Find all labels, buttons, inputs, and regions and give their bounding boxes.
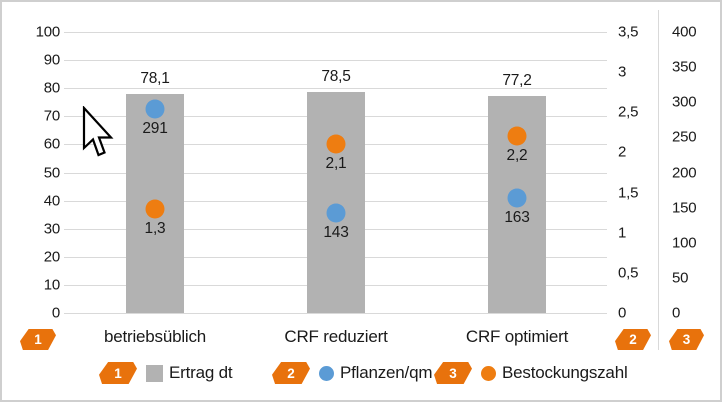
tick-label-left: 20 xyxy=(43,248,60,266)
legend-item: 2 Pflanzen/qm xyxy=(272,361,432,385)
legend-marker-square xyxy=(146,364,163,382)
tick-label-left: 90 xyxy=(43,51,60,69)
data-point-label: 1,3 xyxy=(144,219,166,237)
bar-ertrag xyxy=(307,92,365,313)
tick-label-right1: 1,5 xyxy=(618,184,639,202)
tick-label-left: 40 xyxy=(43,192,60,210)
tick-label-left: 70 xyxy=(43,107,60,125)
tick-label-left: 100 xyxy=(35,23,61,41)
axis-separator-line xyxy=(658,10,659,350)
tick-label-right1: 3 xyxy=(618,63,627,81)
tick-label-right2: 50 xyxy=(672,269,689,287)
tick-label-right1: 1 xyxy=(618,224,627,242)
data-point-label: 291 xyxy=(142,119,168,137)
bar-value-label: 78,1 xyxy=(140,69,170,87)
tick-label-right1: 2 xyxy=(618,143,627,161)
bar-value-label: 78,5 xyxy=(321,68,351,86)
gridline xyxy=(64,32,607,33)
tick-label-right2: 350 xyxy=(672,58,697,76)
tick-label-right1: 2,5 xyxy=(618,103,639,121)
data-point-label: 163 xyxy=(504,209,530,227)
legend-marker-circle xyxy=(319,365,334,381)
legend-badge-wrap: 1 xyxy=(99,362,137,384)
axis-badge-3: 3 xyxy=(669,329,704,350)
legend-badge-1: 1 xyxy=(99,362,137,384)
tick-label-right1: 0,5 xyxy=(618,264,639,282)
axis-badge-1: 1 xyxy=(20,329,56,350)
tick-label-left: 60 xyxy=(43,135,60,153)
tick-label-left: 80 xyxy=(43,79,60,97)
tick-label-right1: 3,5 xyxy=(618,23,639,41)
tick-label-right2: 150 xyxy=(672,199,697,217)
bar-value-label: 77,2 xyxy=(502,72,532,90)
data-point-label: 2,2 xyxy=(506,147,528,165)
tick-label-left: 30 xyxy=(43,220,60,238)
legend-item: 1 Ertrag dt xyxy=(99,361,233,385)
mouse-pointer-icon xyxy=(82,106,114,157)
data-point-pflanzen xyxy=(145,99,165,119)
legend-item: 3 Bestockungszahl xyxy=(434,361,628,385)
category-label: CRF optimiert xyxy=(465,327,569,346)
legend-badge-2: 2 xyxy=(272,362,310,384)
tick-label-left: 0 xyxy=(51,304,60,322)
tick-label-right2: 400 xyxy=(672,23,697,41)
data-point-label: 2,1 xyxy=(325,155,347,173)
legend-marker-circle xyxy=(481,365,496,381)
category-label: CRF reduziert xyxy=(284,327,388,346)
tick-label-right2: 300 xyxy=(672,93,697,111)
legend-label: Bestockungszahl xyxy=(502,363,628,382)
tick-label-right1: 0 xyxy=(618,304,627,322)
axis-badge-2: 2 xyxy=(615,329,651,350)
category-label: betriebsüblich xyxy=(103,327,207,346)
data-point-bestockung xyxy=(507,126,527,146)
gridline xyxy=(64,60,607,62)
data-point-label: 143 xyxy=(323,223,349,241)
legend-label: Ertrag dt xyxy=(169,363,233,382)
gridline xyxy=(64,313,607,314)
gridline xyxy=(64,88,607,90)
tick-label-left: 50 xyxy=(43,164,60,181)
tick-label-right2: 100 xyxy=(672,234,697,252)
data-point-bestockung xyxy=(145,199,165,219)
legend-badge-3: 3 xyxy=(434,362,472,384)
tick-label-right2: 250 xyxy=(672,128,697,146)
legend-badge-wrap: 2 xyxy=(272,362,310,384)
legend-badge-wrap: 3 xyxy=(434,362,472,384)
tick-label-right2: 200 xyxy=(672,164,697,181)
legend-label: Pflanzen/qm xyxy=(340,363,433,382)
data-point-bestockung xyxy=(326,134,346,154)
tick-label-left: 10 xyxy=(43,276,60,294)
data-point-pflanzen xyxy=(326,203,346,223)
data-point-pflanzen xyxy=(507,188,527,208)
tick-label-right2: 0 xyxy=(672,304,681,322)
